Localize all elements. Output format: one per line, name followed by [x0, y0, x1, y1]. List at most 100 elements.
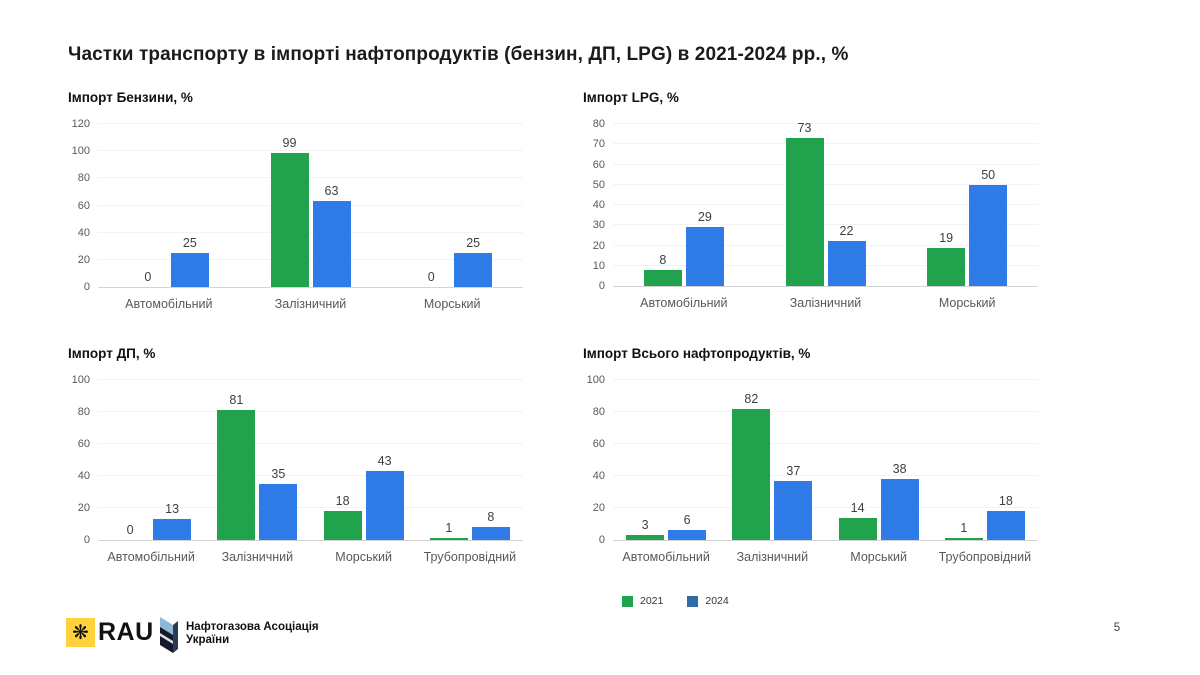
x-axis-label: Залізничний: [736, 550, 809, 564]
category-group: 0 25: [381, 124, 523, 287]
bar-2021: [785, 138, 824, 286]
data-label: 37: [786, 464, 801, 478]
bar-column: 13: [153, 502, 192, 540]
y-tick-label: 80: [77, 172, 90, 185]
category-group: 14 38: [826, 380, 932, 540]
bar-2024: [170, 253, 209, 287]
gridline: [613, 507, 1038, 508]
category-group: 19 50: [896, 124, 1038, 286]
y-tick-label: 50: [592, 178, 605, 191]
bar-column: 0: [129, 270, 167, 287]
gridline: [613, 123, 1038, 124]
gridline: [613, 443, 1038, 444]
x-axis: Автомобільний Залізничний Морський: [98, 297, 523, 311]
gridline: [613, 204, 1038, 205]
chart-plot-gasoline: 0 20 40 60 80 100 120 0 25 99 63 0 25 Автомобільний За…: [68, 118, 523, 311]
gridline: [98, 123, 523, 124]
x-axis-label: Морський: [850, 550, 907, 564]
y-tick-label: 60: [77, 199, 90, 212]
bar-column: 81: [217, 393, 256, 540]
category-group: 82 37: [719, 380, 825, 540]
data-label: 81: [229, 393, 244, 407]
bar-2021: [323, 511, 362, 540]
y-tick-label: 40: [592, 470, 605, 482]
bar-groups: 0 25 99 63 0 25: [98, 124, 523, 287]
y-tick-label: 40: [77, 226, 90, 239]
gridline: [98, 443, 523, 444]
data-label: 8: [487, 510, 495, 524]
data-label: 35: [271, 467, 286, 481]
data-label: 1: [960, 521, 968, 535]
naftogaz-association-logo: Нафтогазова Асоціація України: [158, 616, 319, 654]
data-label: 29: [697, 210, 712, 224]
chart-gasoline-import: Імпорт Бензини, % 0 20 40 60 80 100 120 0 25 99 63…: [68, 90, 523, 311]
x-axis-label: Трубопровідний: [938, 550, 1032, 564]
y-tick-label: 120: [71, 118, 90, 130]
category-group: 99 63: [240, 124, 382, 287]
gridline: [98, 475, 523, 476]
category-group: 0 13: [98, 380, 204, 540]
category-group: 0 25: [98, 124, 240, 287]
bar-column: 6: [668, 513, 707, 540]
chart-title-diesel: Імпорт ДП, %: [68, 346, 156, 361]
bar-2024: [774, 481, 813, 540]
y-tick-label: 0: [598, 534, 605, 546]
x-axis-label: Морський: [335, 550, 392, 564]
bar-column: 73: [785, 121, 824, 286]
x-axis-label: Залізничний: [274, 297, 347, 311]
y-tick-label: 0: [598, 280, 605, 292]
legend-label-2021: 2021: [640, 595, 664, 607]
bar-2021: [732, 409, 771, 540]
gridline: [98, 411, 523, 412]
y-tick-label: 70: [592, 138, 605, 151]
x-axis: Автомобільний Залізничний Морський: [613, 296, 1038, 310]
x-axis-label: Автомобільний: [622, 550, 710, 564]
bar-2021: [217, 410, 256, 540]
bar-column: 25: [170, 236, 209, 287]
x-axis-label: Залізничний: [221, 550, 294, 564]
data-label: 19: [939, 231, 954, 245]
chart-title-lpg: Імпорт LPG, %: [583, 90, 679, 105]
plot-area: 8 29 73 22 19 50: [613, 121, 1038, 287]
bar-column: 63: [312, 184, 351, 287]
data-label: 73: [797, 121, 812, 135]
bar-2024: [471, 527, 510, 540]
bar-column: 0: [111, 523, 149, 540]
gridline: [98, 507, 523, 508]
y-tick-label: 40: [592, 199, 605, 211]
data-label: 25: [182, 236, 197, 250]
bar-column: 43: [365, 454, 404, 540]
bar-2021: [944, 538, 983, 540]
y-tick-label: 0: [83, 534, 90, 546]
category-group: 8 29: [613, 124, 755, 286]
category-group: 81 35: [204, 380, 310, 540]
y-tick-label: 60: [592, 438, 605, 450]
data-label: 8: [659, 253, 667, 267]
y-tick-label: 20: [592, 502, 605, 514]
bar-column: 8: [643, 253, 682, 286]
data-label: 0: [144, 270, 152, 284]
bar-2024: [365, 471, 404, 540]
data-label: 82: [744, 392, 759, 406]
chart-lpg-import: Імпорт LPG, % 0 10 20 30 40 50 60 70 80 8 29 73 22 19…: [583, 90, 1038, 310]
category-group: 1 18: [932, 380, 1038, 540]
bar-groups: 3 6 82 37 14 38 1 18: [613, 380, 1038, 540]
y-tick-label: 100: [586, 374, 605, 386]
gridline: [613, 224, 1038, 226]
chart-title-gasoline: Імпорт Бензини, %: [68, 90, 193, 105]
rau-logo-text: RAU: [98, 618, 154, 646]
bar-column: 1: [429, 521, 468, 540]
x-axis: Автомобільний Залізничний Морський Трубопро…: [613, 550, 1038, 564]
bar-column: 14: [838, 501, 877, 540]
legend-label-2024: 2024: [705, 595, 729, 607]
chart-title-total: Імпорт Всього нафтопродуктів, %: [583, 346, 811, 361]
gridline: [98, 150, 523, 152]
bar-2024: [969, 185, 1008, 286]
y-tick-label: 40: [77, 470, 90, 482]
rau-star-icon: ❋: [66, 618, 95, 647]
chart-total-import: Імпорт Всього нафтопродуктів, % 0 20 40 60 8…: [583, 346, 1038, 564]
bar-column: 0: [412, 270, 450, 287]
